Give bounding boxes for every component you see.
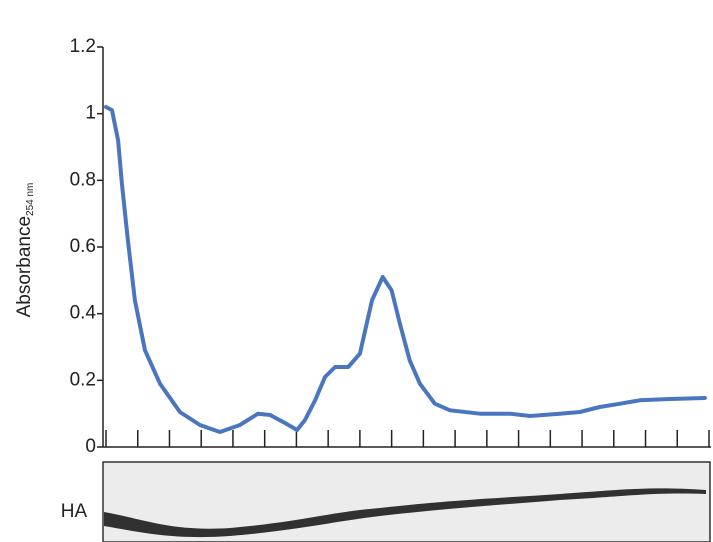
y-label-subscript: 254 nm [25,183,36,216]
y-tick-label: 1 [85,103,96,124]
y-tick-label: 0 [85,436,96,457]
chart: Absorbance254 nm HA 0 0.2 0.4 0.6 0.8 1 1.2 [0,0,713,542]
y-tick-label: 0.8 [70,169,96,190]
blot [103,462,710,542]
y-tick-label: 0.6 [70,236,96,257]
y-tick-label: 0.4 [70,303,97,324]
y-label-main: Absorbance [14,216,35,317]
y-tick-label: 1.2 [70,36,96,57]
data-line [106,107,705,432]
y-tick-label: 0.2 [70,369,96,390]
y-axis-label: Absorbance254 nm [14,183,36,318]
blot-label: HA [61,501,88,522]
